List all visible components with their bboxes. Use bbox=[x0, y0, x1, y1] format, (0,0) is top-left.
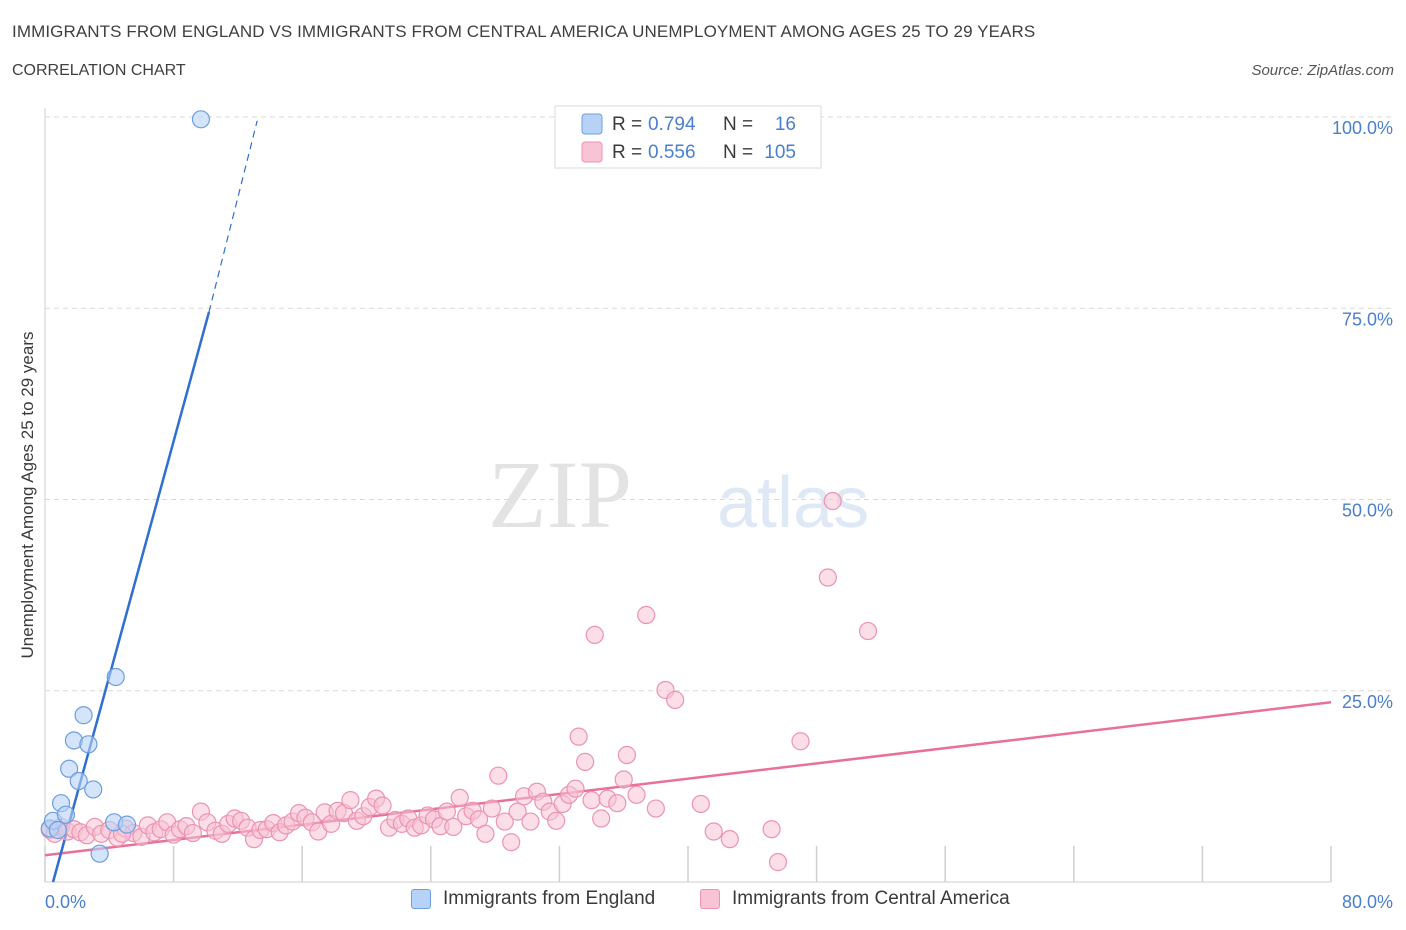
chart-subtitle: CORRELATION CHART bbox=[12, 62, 186, 79]
point-central-america bbox=[508, 802, 527, 821]
y-tick-label: 25.0% bbox=[1342, 692, 1393, 712]
trend-lines bbox=[44, 120, 1332, 883]
legend-r-value-central-america: 0.556 bbox=[648, 142, 696, 163]
point-central-america bbox=[476, 824, 495, 843]
point-england bbox=[69, 771, 88, 791]
chart-title: IMMIGRANTS FROM ENGLAND VS IMMIGRANTS FR… bbox=[12, 22, 1036, 41]
legend-item-england[interactable]: Immigrants from England bbox=[411, 888, 655, 910]
x-tick-label: 80.0% bbox=[1342, 892, 1393, 912]
watermark-atlas: atlas bbox=[717, 463, 869, 543]
legend-r-label-central-america: R = bbox=[612, 142, 642, 163]
watermark: ZIP atlas bbox=[488, 441, 869, 548]
tick-labels: 25.0% 50.0% 75.0% 100.0% 0.0% 80.0% bbox=[45, 118, 1393, 912]
point-england bbox=[60, 759, 79, 778]
point-central-america bbox=[569, 727, 588, 746]
point-central-america bbox=[183, 823, 202, 843]
point-central-america bbox=[617, 745, 637, 765]
point-central-america bbox=[666, 690, 685, 710]
trend-line-england bbox=[51, 311, 211, 883]
legend-bottom: Immigrants from England Immigrants from … bbox=[0, 888, 1406, 918]
watermark-zip: ZIP bbox=[488, 441, 632, 548]
point-central-america bbox=[489, 766, 508, 785]
point-england bbox=[56, 805, 75, 824]
point-central-america bbox=[858, 621, 878, 641]
y-tick-label: 100.0% bbox=[1332, 118, 1393, 138]
point-central-america bbox=[521, 812, 540, 831]
y-tick-label: 50.0% bbox=[1342, 501, 1393, 521]
point-central-america bbox=[720, 830, 739, 849]
point-central-america bbox=[791, 732, 810, 751]
legend-n-label-central-america: N = bbox=[723, 142, 753, 163]
source-label: Source: ZipAtlas.com bbox=[1251, 62, 1394, 79]
point-central-america bbox=[627, 785, 646, 804]
point-england bbox=[74, 706, 93, 725]
point-central-america bbox=[582, 791, 601, 810]
legend-label-central-america: Immigrants from Central America bbox=[732, 888, 1010, 909]
point-central-america bbox=[482, 799, 501, 818]
point-england bbox=[84, 780, 103, 799]
point-central-america bbox=[823, 491, 842, 511]
y-tick-label: 75.0% bbox=[1342, 309, 1393, 329]
data-points bbox=[40, 110, 878, 872]
point-england bbox=[117, 815, 137, 834]
point-england bbox=[79, 735, 98, 754]
point-central-america bbox=[608, 794, 627, 813]
point-central-america bbox=[547, 811, 566, 830]
point-england bbox=[48, 820, 67, 840]
legend-swatch-central-america bbox=[581, 141, 603, 163]
legend-swatch-england bbox=[411, 889, 431, 909]
point-central-america bbox=[576, 752, 595, 771]
legend-item-central-america[interactable]: Immigrants from Central America bbox=[700, 888, 1010, 910]
point-central-america bbox=[614, 770, 633, 789]
point-central-america bbox=[646, 799, 665, 818]
point-england bbox=[90, 844, 109, 863]
legend-n-value-central-america: 105 bbox=[764, 142, 796, 163]
point-england bbox=[191, 110, 211, 129]
grid-lines bbox=[45, 116, 1392, 692]
point-central-america bbox=[437, 802, 456, 821]
point-central-america bbox=[502, 833, 521, 852]
point-central-america bbox=[450, 788, 469, 807]
legend-top: R = 0.794 N = 16 R = 0.556 N = 105 bbox=[554, 105, 822, 169]
trend-line-england-extension bbox=[208, 120, 258, 313]
x-tick-label: 0.0% bbox=[45, 892, 86, 912]
point-central-america bbox=[585, 625, 604, 645]
point-central-america bbox=[341, 791, 360, 810]
axes bbox=[44, 108, 1332, 883]
legend-label-england: Immigrants from England bbox=[443, 888, 656, 909]
point-central-america bbox=[691, 794, 710, 814]
point-central-america bbox=[762, 820, 781, 839]
legend-n-value-england: 16 bbox=[775, 114, 796, 135]
legend-swatch-england bbox=[581, 113, 603, 135]
point-central-america bbox=[637, 605, 656, 625]
y-axis-label: Unemployment Among Ages 25 to 29 years bbox=[18, 332, 37, 659]
legend-r-value-england: 0.794 bbox=[648, 114, 696, 135]
point-central-america bbox=[444, 817, 463, 837]
point-central-america bbox=[495, 812, 514, 831]
point-central-america bbox=[373, 796, 392, 815]
legend-swatch-central-america bbox=[700, 889, 720, 909]
point-central-america bbox=[768, 853, 788, 872]
legend-n-label-england: N = bbox=[723, 114, 753, 135]
point-central-america bbox=[592, 809, 611, 828]
point-central-america bbox=[818, 568, 837, 587]
trend-line-central-america bbox=[44, 700, 1332, 857]
legend-r-label-england: R = bbox=[612, 114, 642, 135]
point-england bbox=[106, 667, 125, 687]
point-central-america bbox=[566, 779, 585, 798]
point-central-america bbox=[704, 822, 723, 841]
